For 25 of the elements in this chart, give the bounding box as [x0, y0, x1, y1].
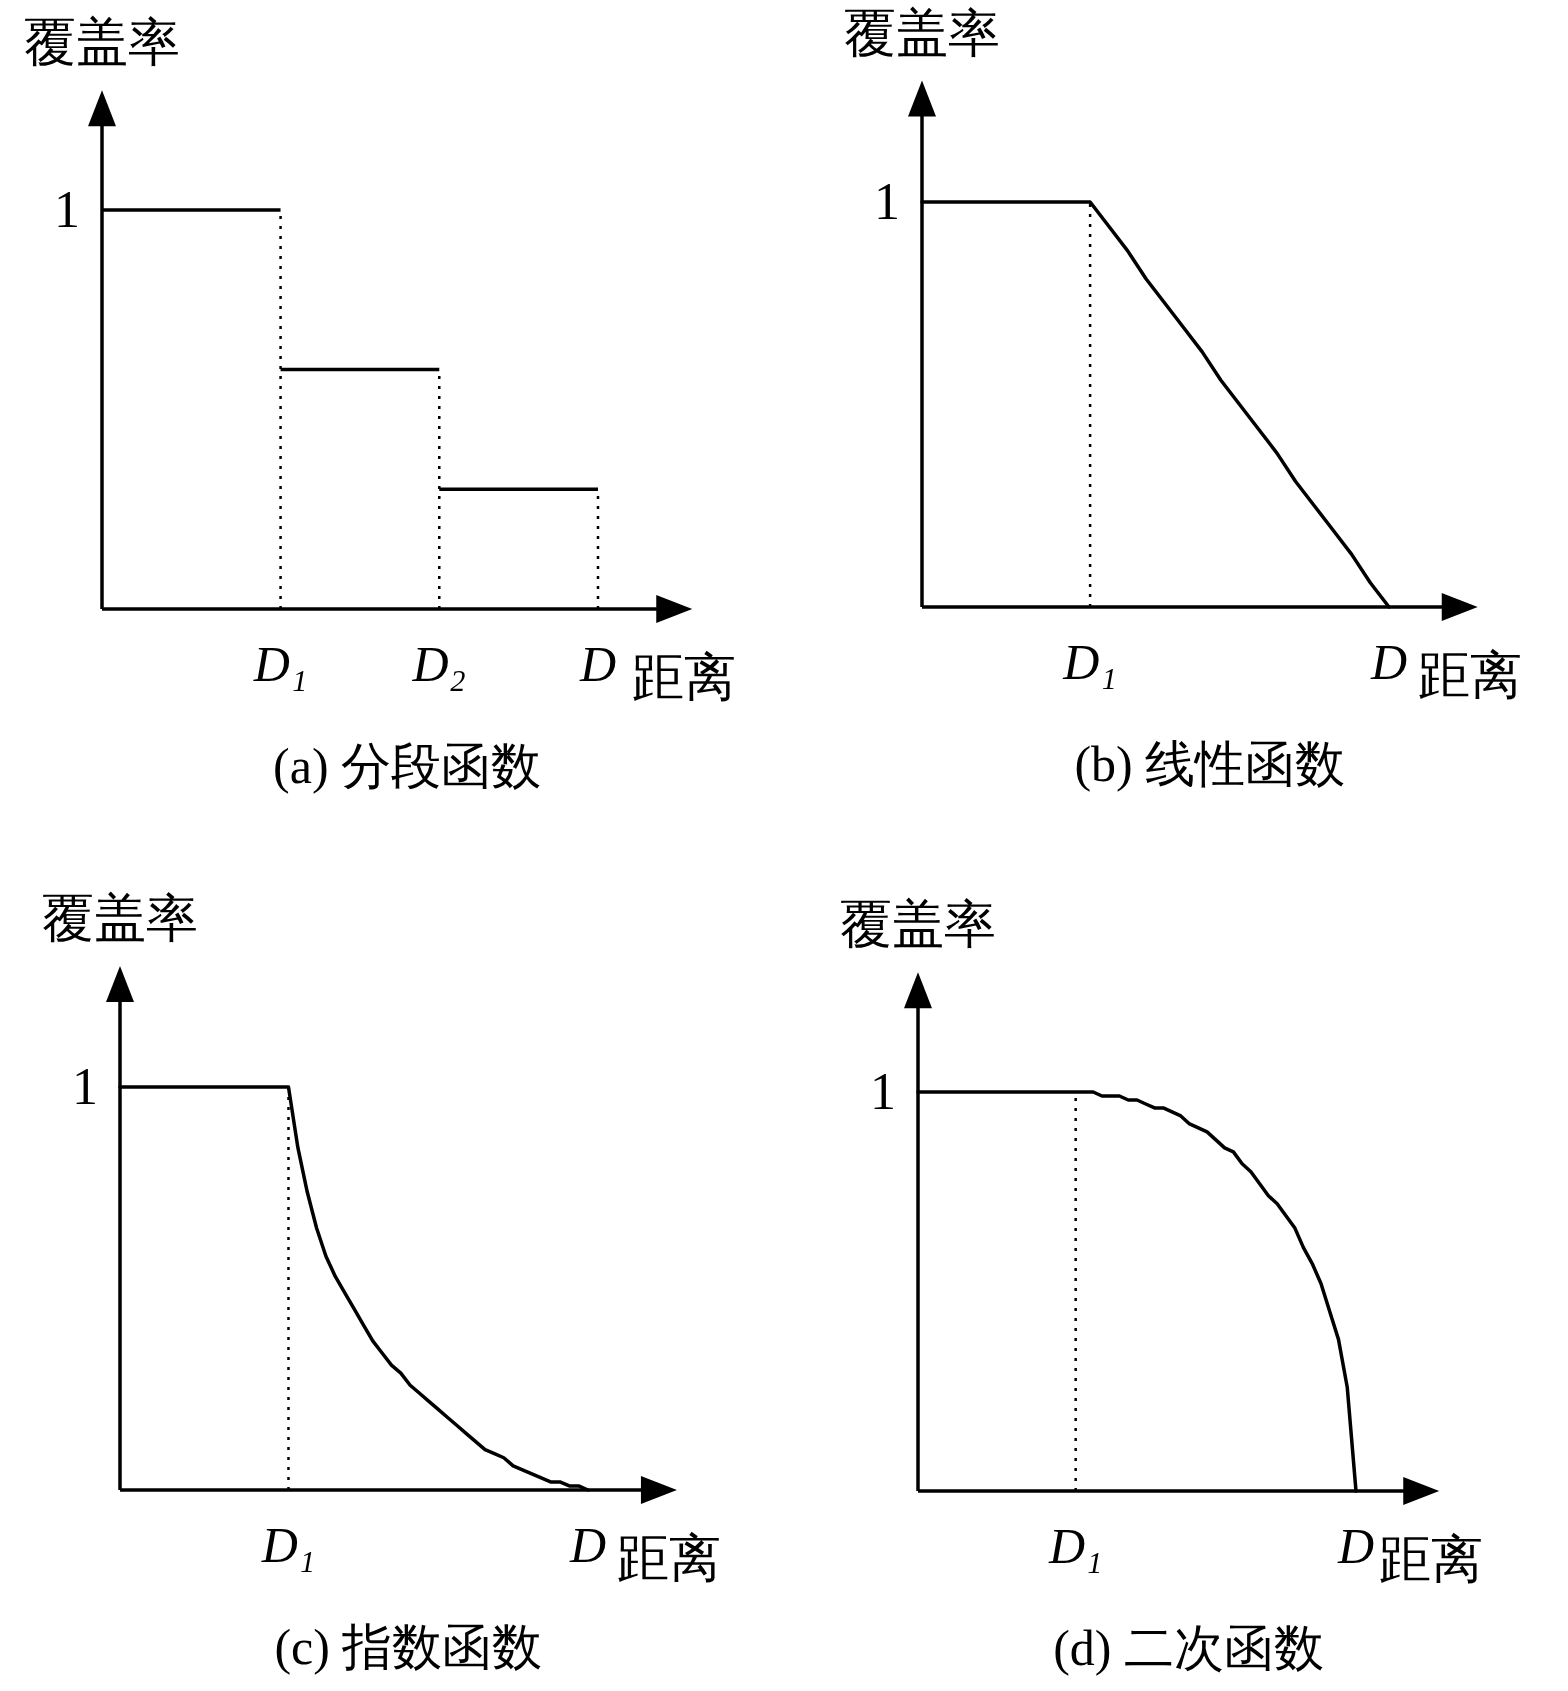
- text: (a) 分段函数: [273, 738, 542, 794]
- y-axis-title: 覆盖率: [24, 14, 180, 72]
- x-tick-label: D: [1336, 1518, 1375, 1574]
- x-tick-label: D₂: [411, 636, 467, 692]
- x-axis-title: 距离: [1379, 1531, 1484, 1588]
- x-axis-title: 距离: [1417, 647, 1522, 704]
- x-tick-label: D₁: [1047, 1518, 1103, 1574]
- text: (c) 指数函数: [274, 1619, 543, 1675]
- x-tick-label: D₁: [252, 636, 308, 692]
- y-axis-title: 覆盖率: [840, 896, 996, 954]
- x-tick-label: D₁: [1062, 634, 1117, 690]
- y-axis-title: 覆盖率: [844, 4, 1000, 62]
- text: 1: [54, 181, 80, 238]
- text: 1: [870, 1063, 896, 1120]
- x-axis-title: 距离: [616, 1530, 721, 1587]
- y-axis-title: 覆盖率: [42, 890, 198, 948]
- x-axis-title: 距离: [632, 649, 737, 706]
- x-tick-label: D: [1369, 634, 1408, 690]
- text: 1: [874, 173, 900, 230]
- x-tick-label: D₁: [260, 1517, 316, 1573]
- x-tick-label: D: [578, 636, 617, 692]
- x-tick-label: D: [568, 1517, 607, 1573]
- text: 1: [72, 1058, 98, 1115]
- text: (b) 线性函数: [1074, 736, 1346, 792]
- text: (d) 二次函数: [1053, 1620, 1325, 1676]
